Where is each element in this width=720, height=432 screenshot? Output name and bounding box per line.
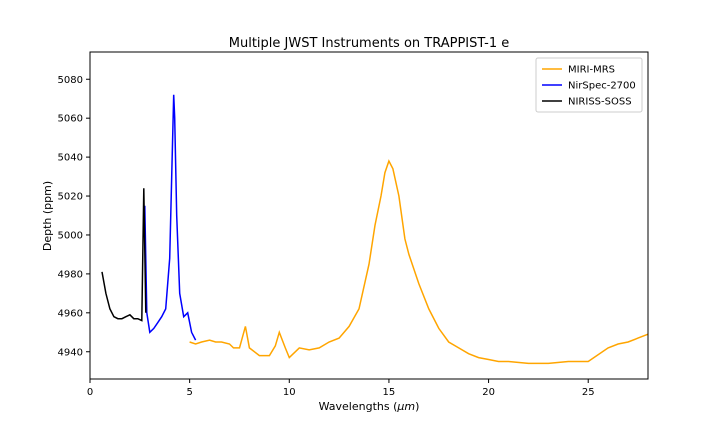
x-tick-label: 10: [283, 387, 296, 398]
axis-ticks: 0 5 10 15 20 25 4940 4960 4980 5000 5020 5040 5060 50…: [58, 75, 595, 398]
y-tick-label: 5020: [58, 192, 83, 203]
legend: MIRI-MRS NirSpec-2700 NIRISS-SOSS: [535, 57, 643, 113]
y-tick-label: 5000: [58, 230, 83, 241]
plot-frame: [89, 51, 649, 380]
series-line-niriss-soss: [101, 188, 147, 322]
series-line-nirspec-2700: [143, 94, 197, 341]
legend-box: [535, 57, 643, 113]
x-tick-label: 15: [383, 387, 396, 398]
x-tick-label: 5: [186, 387, 192, 398]
y-tick-label: 5080: [58, 75, 83, 86]
chart-title: Multiple JWST Instruments on TRAPPIST-1 …: [229, 36, 509, 51]
x-axis-label-close: ): [415, 400, 419, 413]
series-line-miri-mrs: [189, 159, 649, 365]
x-axis-label-text: Wavelengths (: [319, 400, 398, 413]
legend-label: MIRI-MRS: [568, 65, 615, 76]
y-tick-label: 4980: [58, 269, 83, 280]
x-tick-label: 0: [87, 387, 93, 398]
y-tick-label: 5040: [58, 153, 83, 164]
x-axis-label-unit: μm: [396, 400, 415, 413]
x-tick-label: 25: [582, 387, 595, 398]
plot-area: [101, 94, 649, 365]
x-tick-label: 20: [482, 387, 495, 398]
x-axis-label: Wavelengths (μm): [319, 400, 420, 413]
legend-label: NIRISS-SOSS: [568, 97, 632, 108]
legend-label: NirSpec-2700: [568, 81, 636, 92]
y-tick-label: 5060: [58, 114, 83, 125]
y-tick-label: 4960: [58, 308, 83, 319]
y-axis-label: Depth (ppm): [41, 181, 54, 251]
y-tick-label: 4940: [58, 347, 83, 358]
